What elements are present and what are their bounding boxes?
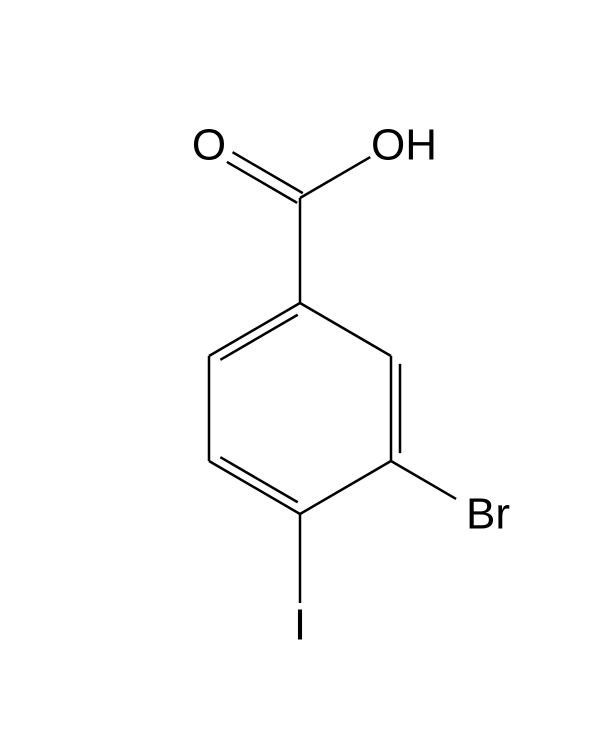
atom-label-o: O: [192, 121, 226, 170]
bond: [300, 461, 391, 514]
bond: [220, 315, 297, 360]
atom-label-oh: OH: [371, 121, 437, 170]
bond: [209, 461, 300, 514]
bond: [209, 303, 300, 356]
chemical-structure-diagram: O OH Br I: [0, 0, 600, 734]
bond: [300, 157, 370, 198]
bond: [220, 457, 297, 502]
atom-label-i: I: [294, 601, 306, 650]
bond: [391, 461, 456, 499]
bond: [300, 303, 391, 356]
atom-label-br: Br: [466, 490, 510, 539]
